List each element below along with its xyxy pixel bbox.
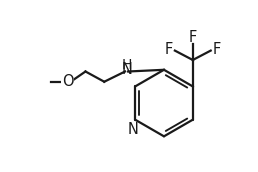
Text: N: N — [122, 62, 133, 77]
Text: F: F — [213, 42, 221, 57]
Text: O: O — [62, 74, 73, 89]
Text: F: F — [164, 42, 173, 57]
Text: H: H — [122, 58, 132, 72]
Text: N: N — [127, 122, 138, 137]
Text: F: F — [189, 30, 197, 45]
